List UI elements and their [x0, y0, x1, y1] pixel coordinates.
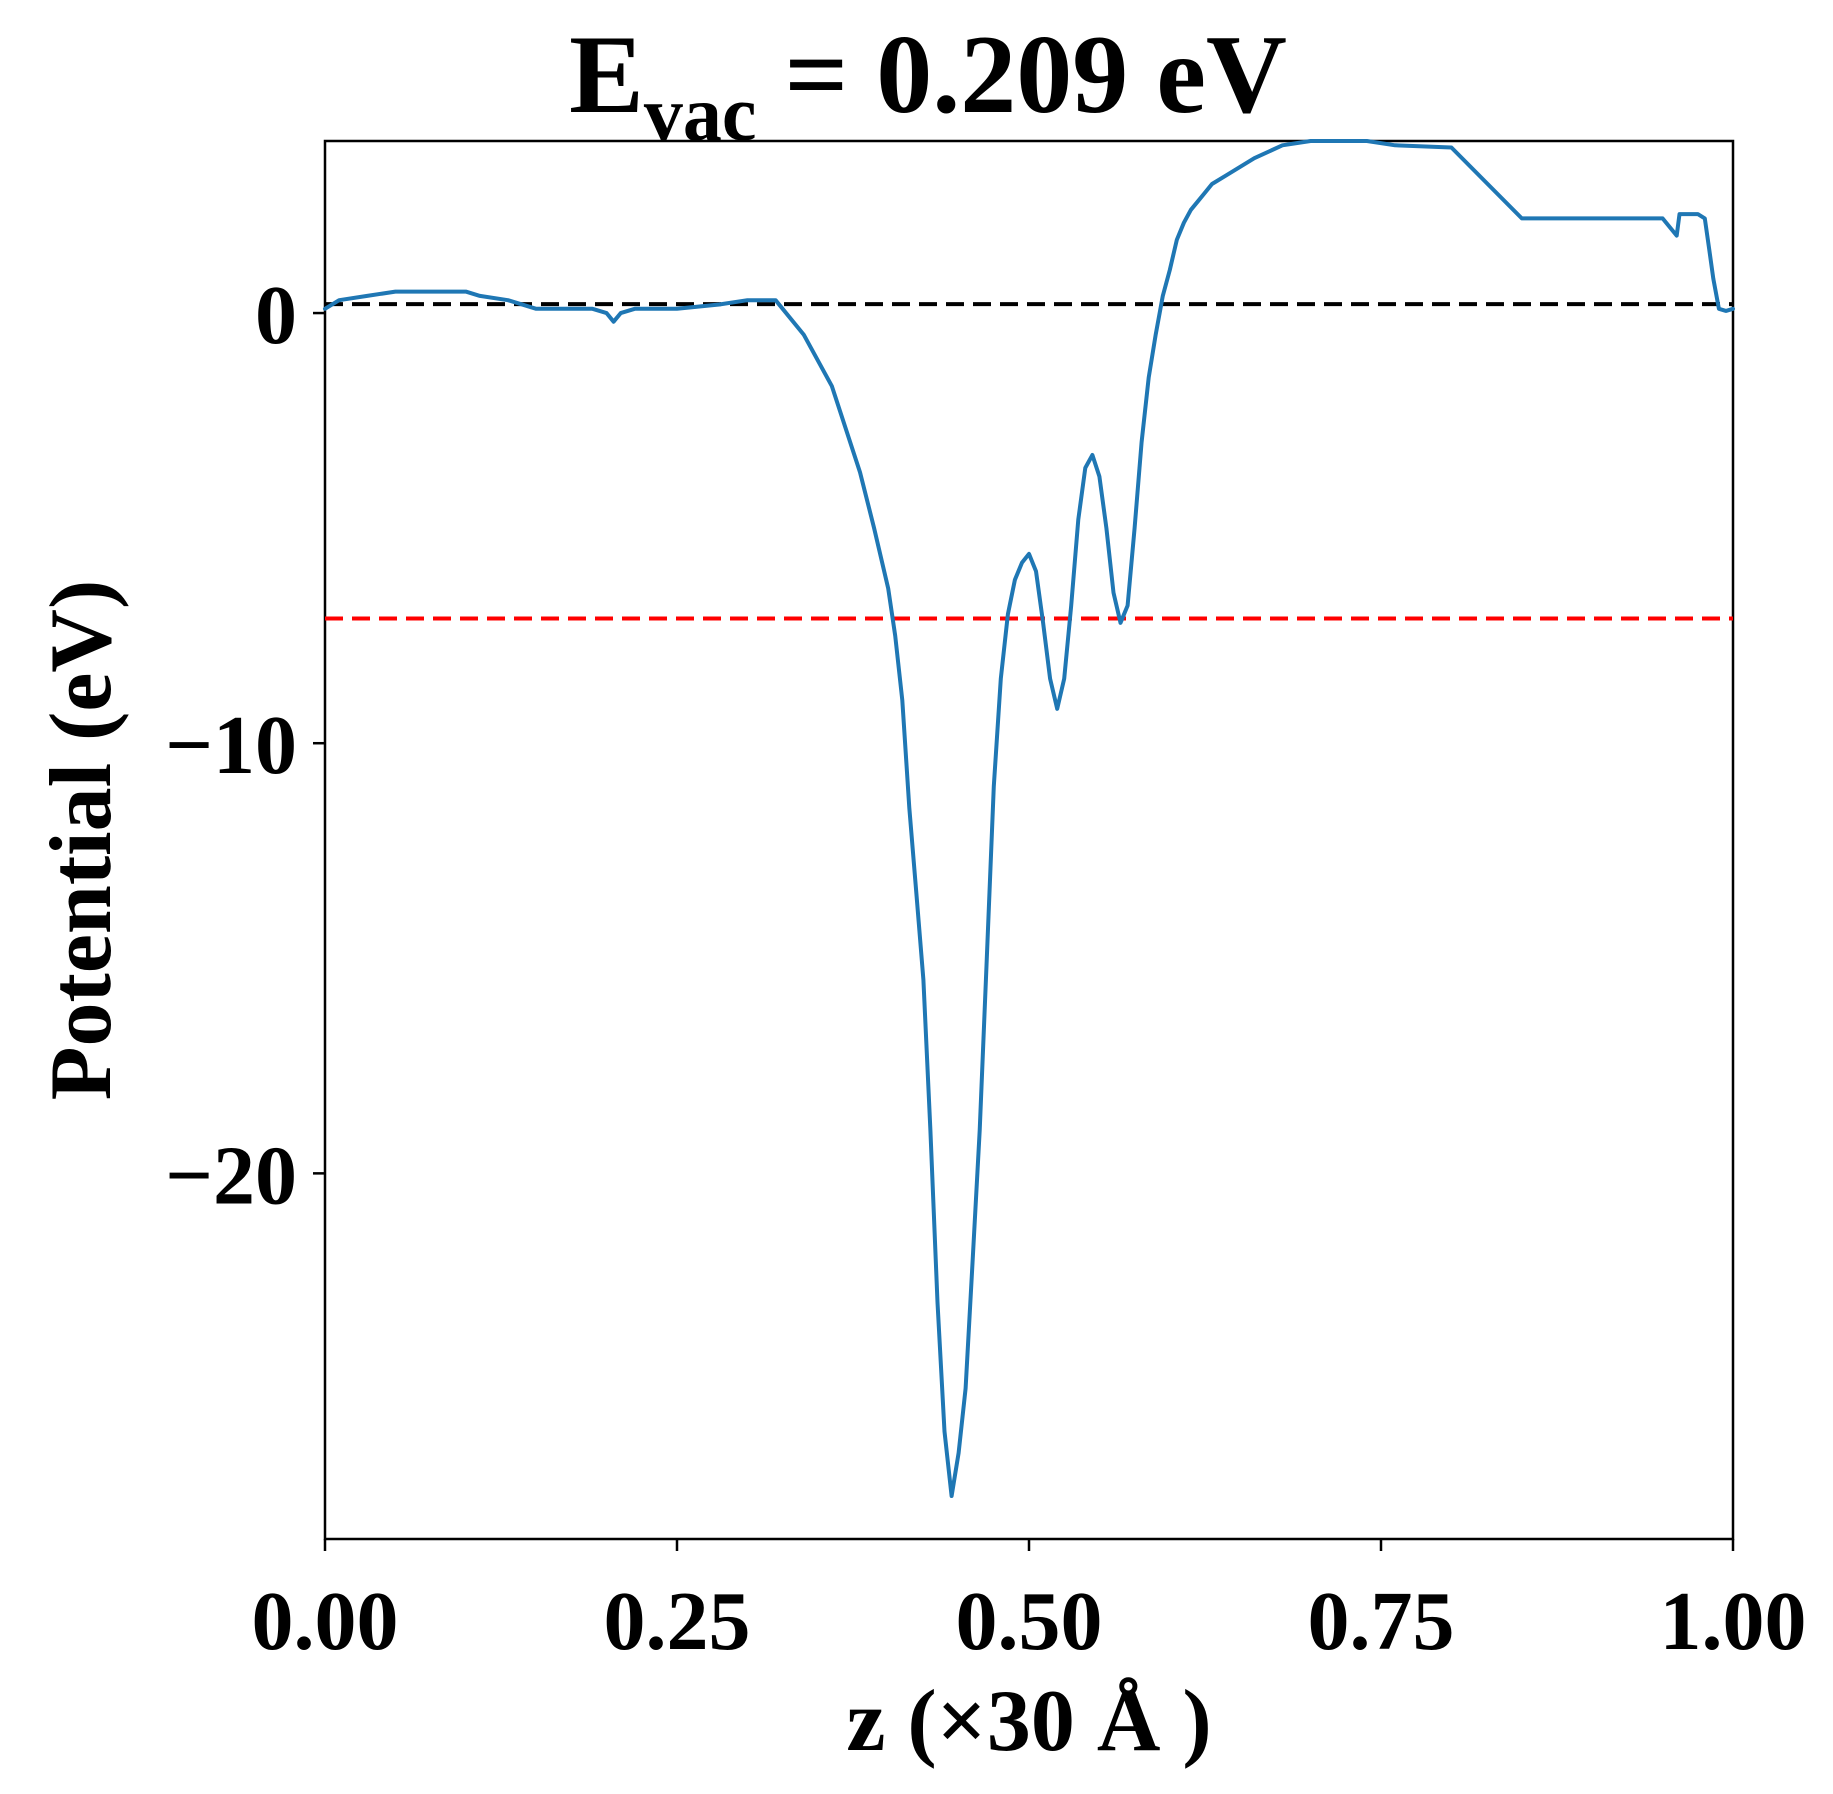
y-axis-label: Potential (eV)	[33, 580, 130, 1100]
x-tick-label: 0.50	[956, 1575, 1103, 1668]
y-tick-label: −20	[165, 1129, 297, 1222]
x-axis-ticks: 0.00 0.25 0.50 0.75 1.00	[252, 1539, 1807, 1668]
x-tick-label: 0.25	[604, 1575, 751, 1668]
x-tick-label: 0.75	[1308, 1575, 1455, 1668]
y-tick-label: 0	[255, 269, 297, 362]
y-tick-label: −10	[165, 699, 297, 792]
series-group	[323, 139, 1735, 1498]
potential-series-line	[323, 139, 1735, 1498]
chart-title: Evac = 0.209 eV	[569, 13, 1287, 157]
x-axis-label: z (×30 Å )	[846, 1673, 1211, 1770]
x-tick-label: 0.00	[252, 1575, 399, 1668]
reference-lines	[325, 302, 1733, 621]
y-axis-ticks: 0 −10 −20	[165, 269, 325, 1222]
chart-title-rest: = 0.209 eV	[756, 13, 1286, 137]
chart-title-main: E	[569, 13, 644, 137]
plot-area	[323, 139, 1735, 1541]
x-tick-label: 1.00	[1660, 1575, 1807, 1668]
